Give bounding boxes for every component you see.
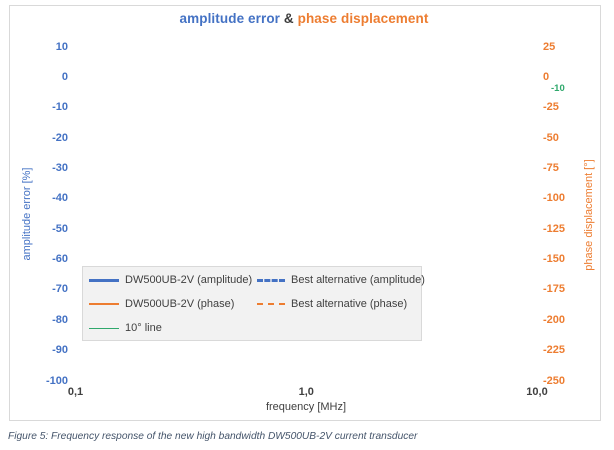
title-amplitude-part: amplitude error [179, 11, 281, 26]
x-tick-label: 1,0 [298, 386, 314, 398]
y-left-tick-label: 0 [61, 70, 68, 83]
title-ampersand: & [280, 11, 298, 26]
legend-label: Best alternative (amplitude) [291, 274, 425, 286]
y-right-tick-label: -200 [543, 313, 566, 326]
legend-swatch-blue-dashed [257, 278, 285, 282]
legend-item-dw500ub-amplitude: DW500UB-2V (amplitude) [89, 273, 252, 287]
figure-caption: Figure 5: Frequency response of the new … [8, 431, 418, 442]
y-left-tick-label: -70 [52, 283, 68, 296]
x-tick-label: 0,1 [67, 386, 84, 398]
y-left-tick-label: -90 [52, 344, 68, 357]
y-right-tick-label: -75 [543, 161, 559, 174]
y-right-tick-label: -250 [543, 374, 566, 387]
legend-item-best-alt-phase: Best alternative (phase) [257, 297, 407, 311]
y-right-tick-label: -125 [543, 222, 566, 235]
chart-title: amplitude error & phase displacement [9, 11, 599, 26]
chart-frame [9, 5, 601, 421]
title-phase-part: phase displacement [297, 11, 429, 26]
legend-swatch-orange-dashed [257, 303, 285, 305]
y-left-tick-label: -30 [52, 161, 68, 174]
y-left-axis-title: amplitude error [%] [21, 167, 33, 261]
x-axis-title: frequency [MHz] [265, 401, 347, 413]
y-left-tick-label: -40 [52, 192, 68, 205]
legend-swatch-orange-solid [89, 303, 119, 305]
legend: DW500UB-2V (amplitude) Best alternative … [82, 266, 425, 341]
legend-label: Best alternative (phase) [291, 298, 408, 310]
legend-item-best-alt-amplitude: Best alternative (amplitude) [257, 273, 425, 287]
legend-label: DW500UB-2V (phase) [125, 298, 235, 310]
y-left-tick-label: 10 [55, 40, 68, 53]
y-right-tick-label: -175 [543, 283, 566, 296]
legend-label: DW500UB-2V (amplitude) [125, 274, 253, 286]
y-right-tick-label: 25 [543, 40, 556, 53]
legend-label: 10° line [125, 322, 162, 334]
x-tick-label: 10,0 [526, 386, 548, 398]
y-right-tick-label: -150 [543, 253, 566, 266]
y-left-tick-label: -20 [52, 131, 68, 144]
legend-item-dw500ub-phase: DW500UB-2V (phase) [89, 297, 234, 311]
y-left-tick-label: -60 [52, 253, 68, 266]
green-line-value-label: -10 [551, 83, 565, 94]
legend-swatch-green-solid [89, 327, 119, 329]
y-right-tick-label: -25 [543, 101, 559, 114]
legend-swatch-blue-solid [89, 278, 119, 282]
y-right-tick-label: 0 [543, 70, 550, 83]
y-right-tick-label: -100 [543, 192, 566, 205]
legend-item-10-degree-line: 10° line [89, 321, 162, 335]
y-left-tick-label: -10 [52, 101, 68, 114]
y-left-tick-label: -100 [45, 374, 68, 387]
y-right-axis-title: phase displacement [°] [583, 159, 595, 271]
y-left-tick-label: -50 [52, 222, 68, 235]
y-right-tick-label: -225 [543, 344, 566, 357]
y-right-tick-label: -50 [543, 131, 559, 144]
y-left-tick-label: -80 [52, 313, 68, 326]
